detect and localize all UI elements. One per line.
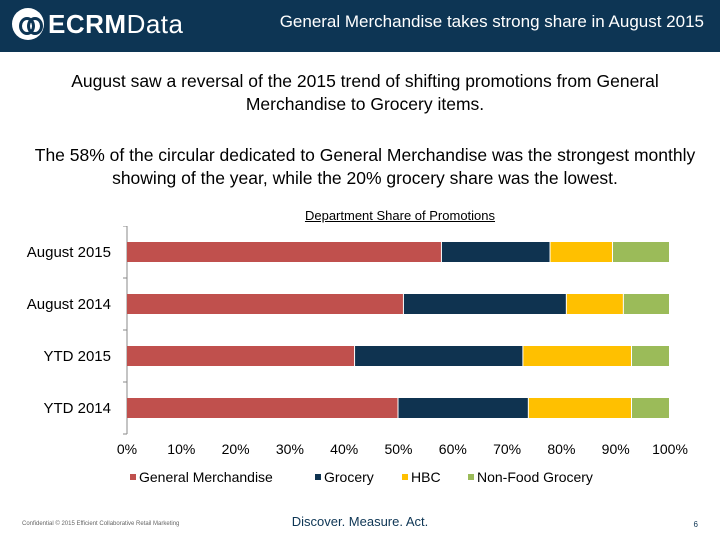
- bar-segment: [528, 398, 631, 418]
- logo-text: ECRMData: [48, 9, 183, 40]
- logo-text-bold: ECRM: [48, 8, 127, 39]
- bar-segment: [612, 242, 669, 262]
- bar-segment: [566, 294, 623, 314]
- x-tick-label: 60%: [439, 441, 467, 457]
- bar-segment: [127, 294, 403, 314]
- bar-segment: [631, 398, 669, 418]
- x-tick-label: 30%: [276, 441, 304, 457]
- stacked-bar-chart: August 2015 August 2014 YTD 2015 YTD 2014 0%…: [27, 226, 688, 485]
- legend-label: HBC: [411, 469, 441, 485]
- x-tick-label: 100%: [652, 441, 688, 457]
- ecrm-logo-icon: [12, 8, 44, 40]
- page-number: 6: [693, 520, 698, 529]
- x-tick-label: 20%: [222, 441, 250, 457]
- legend-swatch: [402, 474, 408, 480]
- legend-label: Non-Food Grocery: [477, 469, 593, 485]
- legend-swatch: [315, 474, 321, 480]
- category-label: August 2015: [27, 244, 111, 261]
- x-tick-label: 40%: [330, 441, 358, 457]
- x-tick-label: 0%: [117, 441, 137, 457]
- legend-label: Grocery: [324, 469, 374, 485]
- footer-tagline: Discover. Measure. Act.: [291, 514, 429, 529]
- bar-segment: [550, 242, 612, 262]
- bar-segment: [127, 346, 355, 366]
- category-label: YTD 2014: [43, 400, 111, 417]
- x-tick-label: 50%: [384, 441, 412, 457]
- category-label: August 2014: [27, 296, 111, 313]
- bar-segment: [127, 398, 398, 418]
- legend-swatch: [468, 474, 474, 480]
- body-paragraph-1: August saw a reversal of the 2015 trend …: [71, 71, 659, 114]
- legend-swatch: [130, 474, 136, 480]
- bar-segment: [631, 346, 669, 366]
- x-tick-label: 70%: [493, 441, 521, 457]
- legend-label: General Merchandise: [139, 469, 273, 485]
- x-tick-label: 10%: [167, 441, 195, 457]
- chart-title: Department Share of Promotions: [304, 208, 496, 223]
- footer-confidential: Confidential © 2015 Efficient Collaborat…: [22, 521, 180, 527]
- bar-segment: [623, 294, 669, 314]
- x-tick-label: 90%: [602, 441, 630, 457]
- bar-segment: [398, 398, 528, 418]
- header-bar: ECRMData General Merchandise takes stron…: [0, 0, 720, 52]
- bar-segment: [441, 242, 550, 262]
- bar-segment: [355, 346, 523, 366]
- bar-segment: [127, 242, 441, 262]
- slide-title: General Merchandise takes strong share i…: [279, 12, 704, 31]
- ecrm-logo: ECRMData: [12, 8, 183, 40]
- body-paragraph-2: The 58% of the circular dedicated to Gen…: [34, 145, 696, 188]
- bar-segment: [523, 346, 631, 366]
- bar-segment: [403, 294, 566, 314]
- x-tick-label: 80%: [547, 441, 575, 457]
- category-label: YTD 2015: [43, 348, 111, 365]
- logo-text-thin: Data: [126, 8, 184, 39]
